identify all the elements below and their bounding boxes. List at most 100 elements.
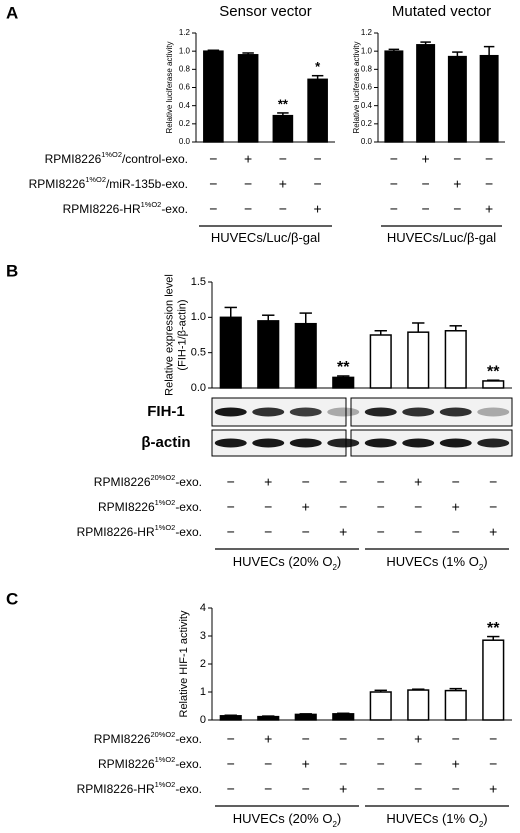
blot-band <box>477 438 510 448</box>
blot-band <box>289 438 322 448</box>
condition-sign: + <box>264 474 272 490</box>
superscript: 1%O2 <box>155 498 176 507</box>
condition-sign: + <box>302 499 310 515</box>
blot-band <box>252 438 285 448</box>
condition-sign: − <box>489 731 497 747</box>
condition-sign: − <box>377 756 385 772</box>
group-label: HUVECs/Luc/β-gal <box>387 230 496 245</box>
text-part: RPMI8226-HR <box>77 782 155 796</box>
condition-sign: − <box>453 201 461 217</box>
bar <box>416 44 436 143</box>
condition-sign: − <box>314 151 322 167</box>
group-label: HUVECs (1% O2) <box>386 554 487 571</box>
condition-sign: − <box>453 151 461 167</box>
condition-sign: + <box>452 756 460 772</box>
condition-sign: − <box>227 474 235 490</box>
condition-sign: − <box>264 756 272 772</box>
panel-label: C <box>6 589 18 608</box>
bar <box>237 54 259 143</box>
bar <box>407 331 430 389</box>
y-tick-label: 0.6 <box>361 83 373 92</box>
y-tick-label: 0.8 <box>179 64 191 73</box>
condition-sign: − <box>377 731 385 747</box>
significance-label: ** <box>487 363 500 380</box>
blot-band <box>327 438 360 448</box>
condition-sign: + <box>452 499 460 515</box>
y-tick-label: 3 <box>200 630 206 642</box>
text-part: RPMI8226 <box>94 475 151 489</box>
y-tick-label: 0.5 <box>191 347 206 359</box>
condition-sign: − <box>377 524 385 540</box>
blot-band <box>477 407 510 417</box>
bar <box>369 691 392 721</box>
condition-sign: + <box>244 151 252 167</box>
y-tick-label: 0.2 <box>361 119 373 128</box>
condition-sign: − <box>390 151 398 167</box>
bar <box>219 715 242 721</box>
y-tick-label: 1.2 <box>179 28 191 37</box>
superscript: 1%O2 <box>85 175 106 184</box>
condition-sign: − <box>414 499 422 515</box>
condition-label: RPMI8226-HR1%O2-exo. <box>77 780 202 796</box>
text-part: HUVECs/Luc/β-gal <box>211 230 320 245</box>
condition-sign: − <box>339 756 347 772</box>
group-label: HUVECs (20% O2) <box>233 811 342 828</box>
condition-label: RPMI8226-HR1%O2-exo. <box>77 523 202 539</box>
superscript: 1%O2 <box>101 150 122 159</box>
text-part: ) <box>483 554 487 569</box>
condition-label: RPMI82261%O2/control-exo. <box>45 150 188 166</box>
superscript: 20%O2 <box>151 730 176 739</box>
condition-sign: + <box>422 151 430 167</box>
condition-sign: + <box>485 201 493 217</box>
group-label: HUVECs (20% O2) <box>233 554 342 571</box>
bar <box>384 50 404 143</box>
y-axis-label: Relative HIF-1 activity <box>178 610 190 717</box>
bar <box>203 50 224 143</box>
condition-sign: + <box>453 176 461 192</box>
condition-sign: + <box>302 756 310 772</box>
condition-sign: − <box>414 756 422 772</box>
text-part: HUVECs (20% O <box>233 554 333 569</box>
subscript: 2 <box>332 563 337 572</box>
blot-band <box>364 407 397 417</box>
condition-label: RPMI8226-HR1%O2-exo. <box>63 200 188 216</box>
condition-sign: − <box>390 176 398 192</box>
bar <box>369 334 392 389</box>
condition-sign: − <box>227 524 235 540</box>
condition-sign: + <box>279 176 287 192</box>
subscript: 2 <box>332 820 337 829</box>
bar <box>444 689 467 721</box>
text-part: RPMI8226 <box>94 732 151 746</box>
text-part: HUVECs/Luc/β-gal <box>387 230 496 245</box>
blot-label: FIH-1 <box>147 403 185 420</box>
condition-sign: − <box>227 731 235 747</box>
condition-sign: − <box>302 731 310 747</box>
group-label: HUVECs (1% O2) <box>386 811 487 828</box>
y-tick-label: 0.0 <box>361 137 373 146</box>
condition-sign: − <box>264 524 272 540</box>
y-tick-label: 2 <box>200 658 206 670</box>
condition-sign: + <box>489 781 497 797</box>
superscript: 1%O2 <box>155 755 176 764</box>
condition-sign: − <box>485 151 493 167</box>
condition-sign: + <box>414 731 422 747</box>
text-part: -exo. <box>161 202 188 216</box>
condition-sign: + <box>314 201 322 217</box>
condition-sign: − <box>302 781 310 797</box>
condition-sign: − <box>244 201 252 217</box>
condition-sign: − <box>414 524 422 540</box>
condition-sign: + <box>339 781 347 797</box>
y-tick-label: 0.0 <box>191 382 206 394</box>
y-axis-label: Relative luciferase activity <box>352 41 361 133</box>
condition-sign: + <box>414 474 422 490</box>
condition-sign: − <box>489 756 497 772</box>
blot-band <box>289 407 322 417</box>
bar <box>479 54 499 143</box>
condition-sign: − <box>302 524 310 540</box>
significance-label: ** <box>487 620 500 637</box>
blot-band <box>439 438 472 448</box>
condition-sign: − <box>422 176 430 192</box>
y-tick-label: 1.0 <box>179 46 191 55</box>
text-part: RPMI8226-HR <box>77 525 155 539</box>
